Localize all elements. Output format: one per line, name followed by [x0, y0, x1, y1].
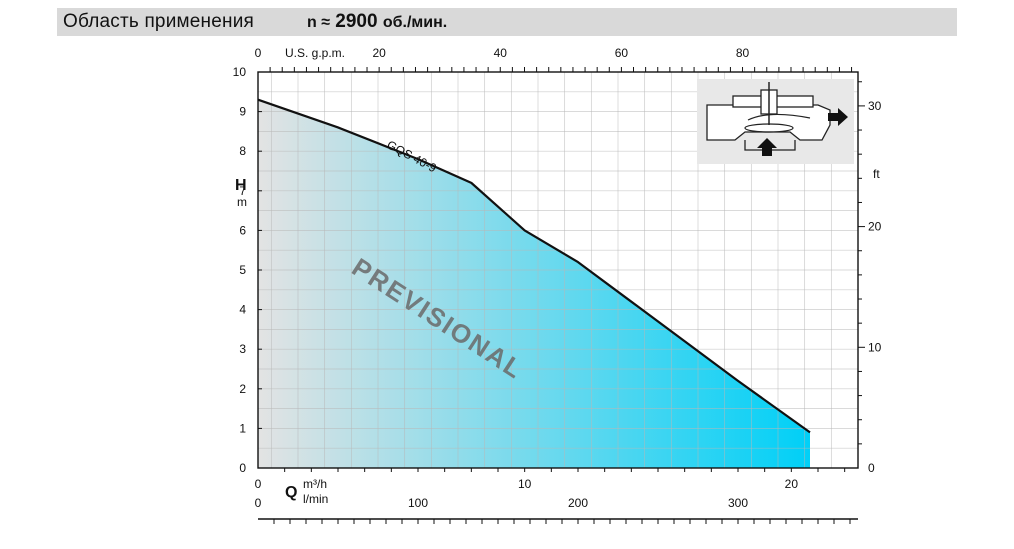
x-unit-lmin: l/min [303, 492, 328, 506]
y-tick-label: 6 [239, 223, 246, 237]
y-tick-label: 3 [239, 342, 246, 356]
y-tick-label: 8 [239, 144, 246, 158]
top-axis-unit: U.S. g.p.m. [285, 46, 345, 60]
x-tick-label-lmin: 200 [568, 496, 588, 510]
y-tick-label: 4 [239, 303, 246, 317]
operating-area [258, 99, 810, 468]
ft-tick-label: 0 [868, 461, 875, 475]
speed-unit: об./мин. [382, 14, 448, 31]
x-tick-label-lmin: 0 [255, 496, 262, 510]
x-axis-title: Q [285, 484, 297, 501]
series-line-gqs-40-9 [257, 98, 811, 434]
x-tick-label-gpm: 80 [736, 46, 750, 60]
pump-cross-section-icon [697, 79, 854, 164]
y-axis-unit: m [237, 195, 247, 209]
y-tick-label: 1 [239, 421, 246, 435]
ft-tick-label: 10 [868, 340, 882, 354]
x-tick-label-lmin: 100 [408, 496, 428, 510]
y-tick-label: 0 [239, 461, 246, 475]
x-tick-label-gpm: 20 [372, 46, 386, 60]
speed-label: n ≈ 2900 об./мин. [307, 11, 447, 33]
y-axis-title: H [235, 177, 247, 194]
y-tick-label: 5 [239, 263, 246, 277]
x-tick-label-m3h: 0 [255, 477, 262, 491]
y-tick-label: 9 [239, 105, 246, 119]
page-title: Область применения [63, 11, 254, 32]
right-axis-unit: ft [873, 167, 880, 181]
x-tick-label-gpm: 0 [255, 46, 262, 60]
x-tick-label-m3h: 20 [785, 477, 799, 491]
x-tick-label-gpm: 60 [615, 46, 629, 60]
x-tick-label-m3h: 10 [518, 477, 532, 491]
speed-value: 2900 [335, 11, 378, 32]
speed-symbol: n ≈ [307, 14, 330, 31]
header-bar: Область применения n ≈ 2900 об./мин. [57, 8, 957, 36]
y-tick-label: 7 [239, 184, 246, 198]
ft-tick-label: 20 [868, 220, 882, 234]
x-unit-m3h: m³/h [303, 477, 327, 491]
ft-tick-label: 30 [868, 99, 882, 113]
x-tick-label-gpm: 40 [494, 46, 508, 60]
x-tick-label-lmin: 300 [728, 496, 748, 510]
y-tick-label: 2 [239, 382, 246, 396]
y-tick-label: 10 [233, 65, 247, 79]
